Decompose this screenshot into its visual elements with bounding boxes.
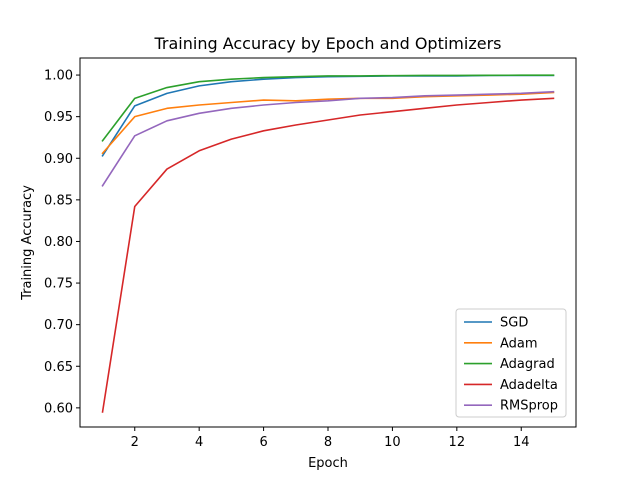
- legend-label-rmsprop: RMSprop: [500, 399, 558, 414]
- x-tick-label: 8: [324, 435, 332, 450]
- series-layer: [101, 74, 555, 413]
- x-axis: 2 4 6 8 10 12 14: [131, 427, 530, 450]
- legend-label-adadelta: Adadelta: [500, 378, 558, 393]
- series-line-adagrad: [101, 74, 555, 142]
- x-tick-label: 6: [259, 435, 267, 450]
- series-line-adam: [101, 91, 555, 155]
- y-axis-label: Training Accuracy: [20, 185, 35, 301]
- y-tick-label: 0.70: [44, 318, 73, 333]
- legend: SGD Adam Adagrad Adadelta RMSprop: [455, 308, 567, 418]
- y-tick-label: 0.65: [44, 360, 73, 375]
- x-tick-label: 12: [449, 435, 466, 450]
- y-tick-label: 0.90: [44, 152, 73, 167]
- y-tick-label: 0.75: [44, 277, 73, 292]
- legend-box: [455, 308, 567, 418]
- y-tick-label: 1.00: [44, 69, 73, 84]
- legend-label-adagrad: Adagrad: [500, 357, 555, 372]
- y-tick-label: 0.60: [44, 401, 73, 416]
- legend-label-adam: Adam: [500, 336, 538, 351]
- series-line-rmsprop: [101, 90, 555, 187]
- y-tick-label: 0.95: [44, 110, 73, 125]
- legend-label-sgd: SGD: [500, 316, 528, 331]
- x-tick-label: 4: [195, 435, 203, 450]
- y-tick-label: 0.80: [44, 235, 73, 250]
- x-tick-label: 2: [131, 435, 139, 450]
- y-axis: 0.60 0.65 0.70 0.75 0.80 0.85 0.90 0.95 1.00: [44, 69, 80, 416]
- x-axis-label: Epoch: [308, 456, 348, 471]
- series-line-adadelta: [101, 97, 555, 413]
- chart-title: Training Accuracy by Epoch and Optimizer…: [154, 34, 502, 53]
- y-tick-label: 0.85: [44, 193, 73, 208]
- x-tick-label: 14: [513, 435, 530, 450]
- x-tick-label: 10: [384, 435, 401, 450]
